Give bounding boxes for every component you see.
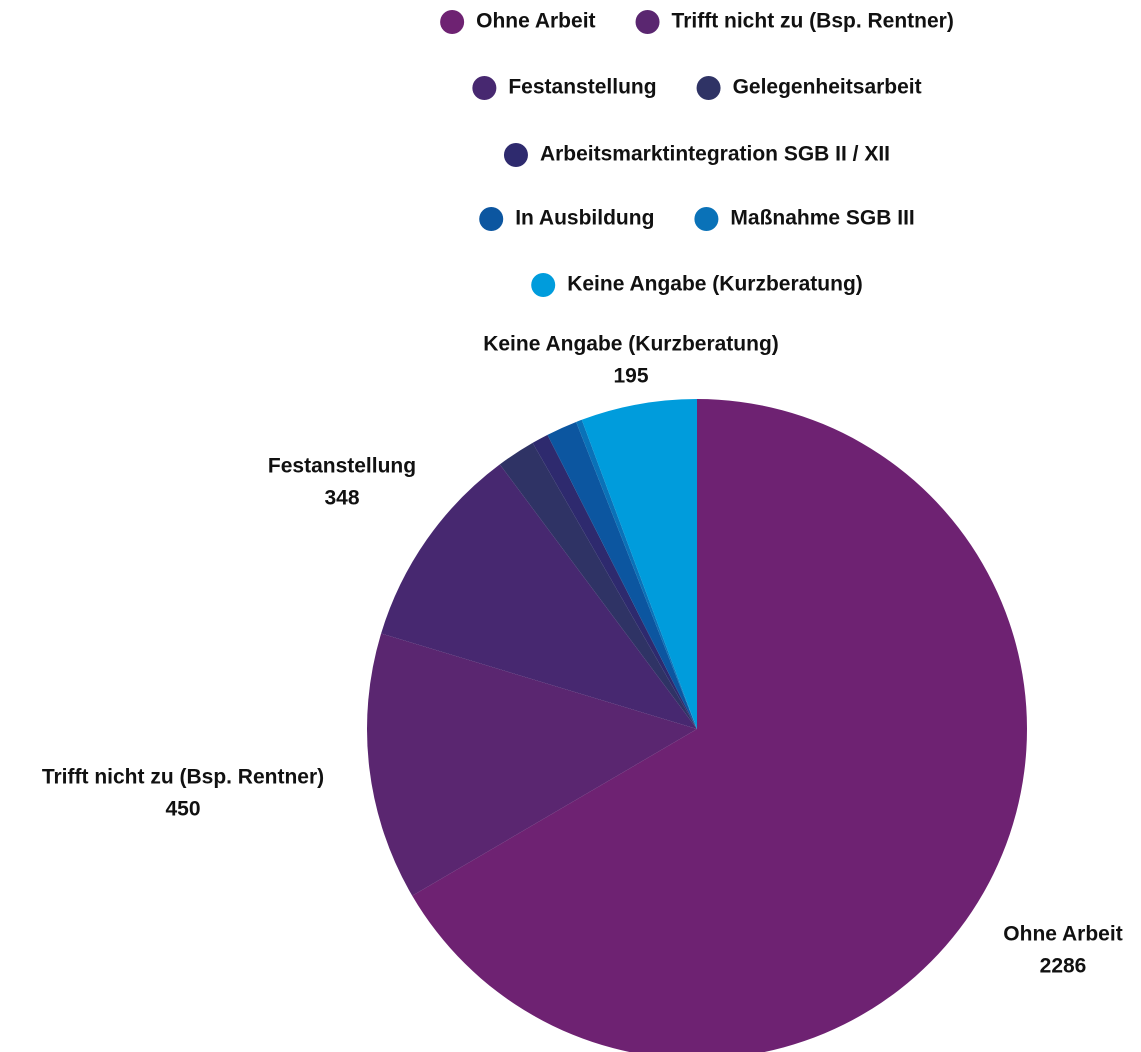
legend-label: In Ausbildung: [515, 207, 654, 230]
legend-marker: [696, 76, 721, 100]
data-label-name: Festanstellung: [268, 455, 416, 478]
pie-slice: [412, 399, 1027, 1052]
legend-marker: [635, 10, 660, 34]
data-label-name: Keine Angabe (Kurzberatung): [483, 333, 779, 356]
data-label-value: 450: [165, 798, 200, 821]
pie-slice: [367, 633, 697, 896]
legend-label: Ohne Arbeit: [476, 10, 595, 33]
pie-slice: [381, 464, 697, 729]
pie-slice: [581, 399, 697, 729]
legend-marker: [531, 273, 556, 297]
legend-marker: [440, 10, 465, 34]
data-label-name: Ohne Arbeit: [1003, 923, 1122, 946]
pie-slice: [547, 421, 697, 729]
data-label-value: 2286: [1040, 955, 1087, 978]
data-label-value: 348: [324, 487, 359, 510]
pie-slice: [499, 442, 697, 729]
legend-label: Arbeitsmarktintegration SGB II / XII: [540, 143, 890, 166]
legend-label: Trifft nicht zu (Bsp. Rentner): [672, 10, 954, 33]
legend-label: Gelegenheitsarbeit: [733, 76, 922, 99]
data-label-value: 195: [613, 365, 648, 388]
legend-label: Keine Angabe (Kurzberatung): [567, 273, 863, 296]
pie-slice: [532, 434, 697, 729]
legend-marker: [503, 143, 528, 167]
legend-label: Maßnahme SGB III: [730, 207, 914, 230]
legend-marker: [479, 207, 504, 231]
data-label-name: Trifft nicht zu (Bsp. Rentner): [42, 766, 324, 789]
legend-label: Festanstellung: [508, 76, 656, 99]
legend-marker: [694, 207, 719, 231]
pie-slice: [576, 419, 697, 729]
legend-marker: [472, 76, 497, 100]
